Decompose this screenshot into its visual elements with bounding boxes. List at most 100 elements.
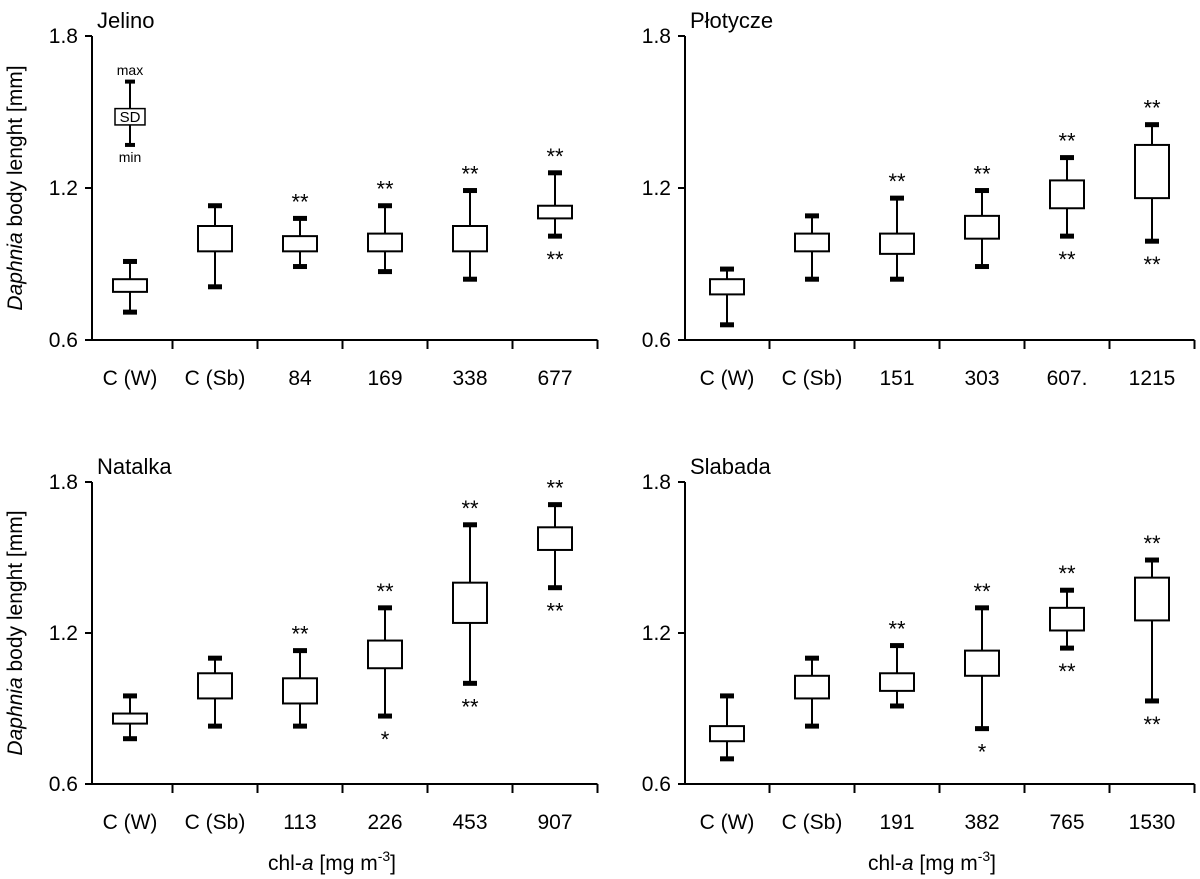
panel-title: Jelino [97, 8, 154, 33]
box-plot [709, 266, 745, 328]
significance-above: ** [546, 476, 564, 501]
panel-plotycze: Płotycze 0.6 1.2 1.8 C (W) C (Sb) 151 303 607. 12… [642, 8, 1196, 390]
box-plot: ** ** [1134, 96, 1170, 277]
box-plot [709, 693, 745, 762]
box-sd-rect [794, 232, 830, 253]
box-sd-rect [1134, 143, 1170, 200]
y-tick-label: 1.8 [49, 471, 78, 494]
significance-below: ** [1143, 712, 1161, 737]
x-tick-label: 338 [452, 367, 487, 390]
y-tick-label: 1.2 [642, 177, 671, 200]
significance-above: ** [461, 162, 479, 187]
significance-above: ** [546, 144, 564, 169]
box-plot: ** [964, 162, 1000, 270]
box-sd-rect [367, 232, 403, 253]
y-tick-label: 1.8 [642, 471, 671, 494]
x-tick-label: 677 [537, 367, 572, 390]
y-tick-label: 0.6 [642, 773, 671, 796]
x-tick-label: 1530 [1129, 811, 1176, 834]
x-tick-label: 1215 [1129, 367, 1176, 390]
y-tick-label: 1.8 [642, 25, 671, 48]
significance-above: ** [1143, 96, 1161, 121]
y-axis-title-bottom: Daphnia body lenght [mm] [4, 510, 27, 755]
box-sd-rect [537, 204, 573, 220]
y-tick-label: 1.2 [49, 622, 78, 645]
box-sd-rect [794, 674, 830, 700]
box-plot: ** [879, 169, 915, 282]
box-plot: ** ** [1049, 129, 1085, 272]
box-sd-rect [964, 649, 1000, 677]
x-tick-label: C (W) [700, 367, 755, 390]
box-sd-rect [879, 232, 915, 255]
box-plot [112, 258, 148, 315]
significance-below: ** [546, 247, 564, 272]
significance-below: ** [1058, 659, 1076, 684]
x-tick-label: 907 [537, 811, 572, 834]
box-sd-rect [537, 526, 573, 551]
box-sd-rect [112, 278, 148, 293]
x-tick-label: 84 [288, 367, 312, 390]
x-tick-label: 765 [1049, 811, 1084, 834]
panel-title: Płotycze [690, 8, 773, 33]
box-plot: ** ** [1049, 561, 1085, 684]
y-axis-title-top: Daphnia body lenght [mm] [4, 65, 27, 310]
significance-above: ** [888, 617, 906, 642]
legend-min-label: min [119, 149, 142, 165]
y-tick-label: 0.6 [49, 329, 78, 352]
box-plot [197, 203, 233, 290]
box-plot: *** [964, 579, 1000, 765]
box-sd-rect [112, 712, 148, 725]
significance-above: ** [461, 496, 479, 521]
significance-above: ** [973, 162, 991, 187]
significance-above: ** [1058, 129, 1076, 154]
legend-sd-label: SD [120, 109, 141, 126]
significance-below: ** [1058, 247, 1076, 272]
y-tick-label: 1.2 [49, 177, 78, 200]
box-sd-rect [1049, 606, 1085, 632]
y-tick-label: 1.8 [49, 25, 78, 48]
y-tick-label: 0.6 [642, 329, 671, 352]
box-plot: ** [282, 189, 318, 270]
significance-above: ** [1058, 561, 1076, 586]
significance-above: ** [1143, 531, 1161, 556]
x-tick-label: 607. [1047, 367, 1088, 390]
x-tick-label: 169 [367, 367, 402, 390]
legend-sd-box [114, 107, 146, 126]
significance-above: ** [973, 579, 991, 604]
x-tick-label: 453 [452, 811, 487, 834]
x-tick-label: 113 [283, 811, 316, 834]
box-plot [794, 213, 830, 282]
x-tick-label: 226 [367, 811, 402, 834]
box-plot: ** [282, 622, 318, 729]
box-plot: ** ** [537, 144, 573, 272]
box-plot [794, 655, 830, 729]
significance-above: ** [376, 177, 394, 202]
box-sd-rect [367, 639, 403, 670]
x-axis-title-left: chl-a [mg m-3] [268, 848, 396, 875]
panel-slabada: Slabada 0.6 1.2 1.8 C (W) C (Sb) 191 382 765 1530… [642, 454, 1196, 834]
box-plot: ** [367, 177, 403, 275]
significance-above: ** [376, 579, 394, 604]
x-tick-label: C (W) [103, 811, 158, 834]
legend: max SD min [114, 62, 146, 165]
box-sd-rect [964, 214, 1000, 240]
x-tick-label: C (W) [103, 367, 158, 390]
box-sd-rect [282, 677, 318, 705]
significance-above: ** [888, 169, 906, 194]
box-sd-rect [197, 225, 233, 253]
box-plot [112, 693, 148, 742]
significance-below: ** [1143, 252, 1161, 277]
x-axis-title-right: chl-a [mg m-3] [868, 848, 996, 875]
box-sd-rect [452, 225, 488, 253]
significance-above: ** [291, 189, 309, 214]
box-plot: ** [452, 162, 488, 282]
y-tick-label: 0.6 [49, 773, 78, 796]
panel-title: Slabada [690, 454, 772, 479]
significance-below: ** [461, 694, 479, 719]
significance-below: * [381, 727, 390, 752]
panel-natalka: Natalka 0.6 1.2 1.8 C (W) C (Sb) 113 226 453 907 *… [49, 454, 599, 834]
x-tick-label: 151 [879, 367, 914, 390]
box-plot: ** ** [452, 496, 488, 719]
